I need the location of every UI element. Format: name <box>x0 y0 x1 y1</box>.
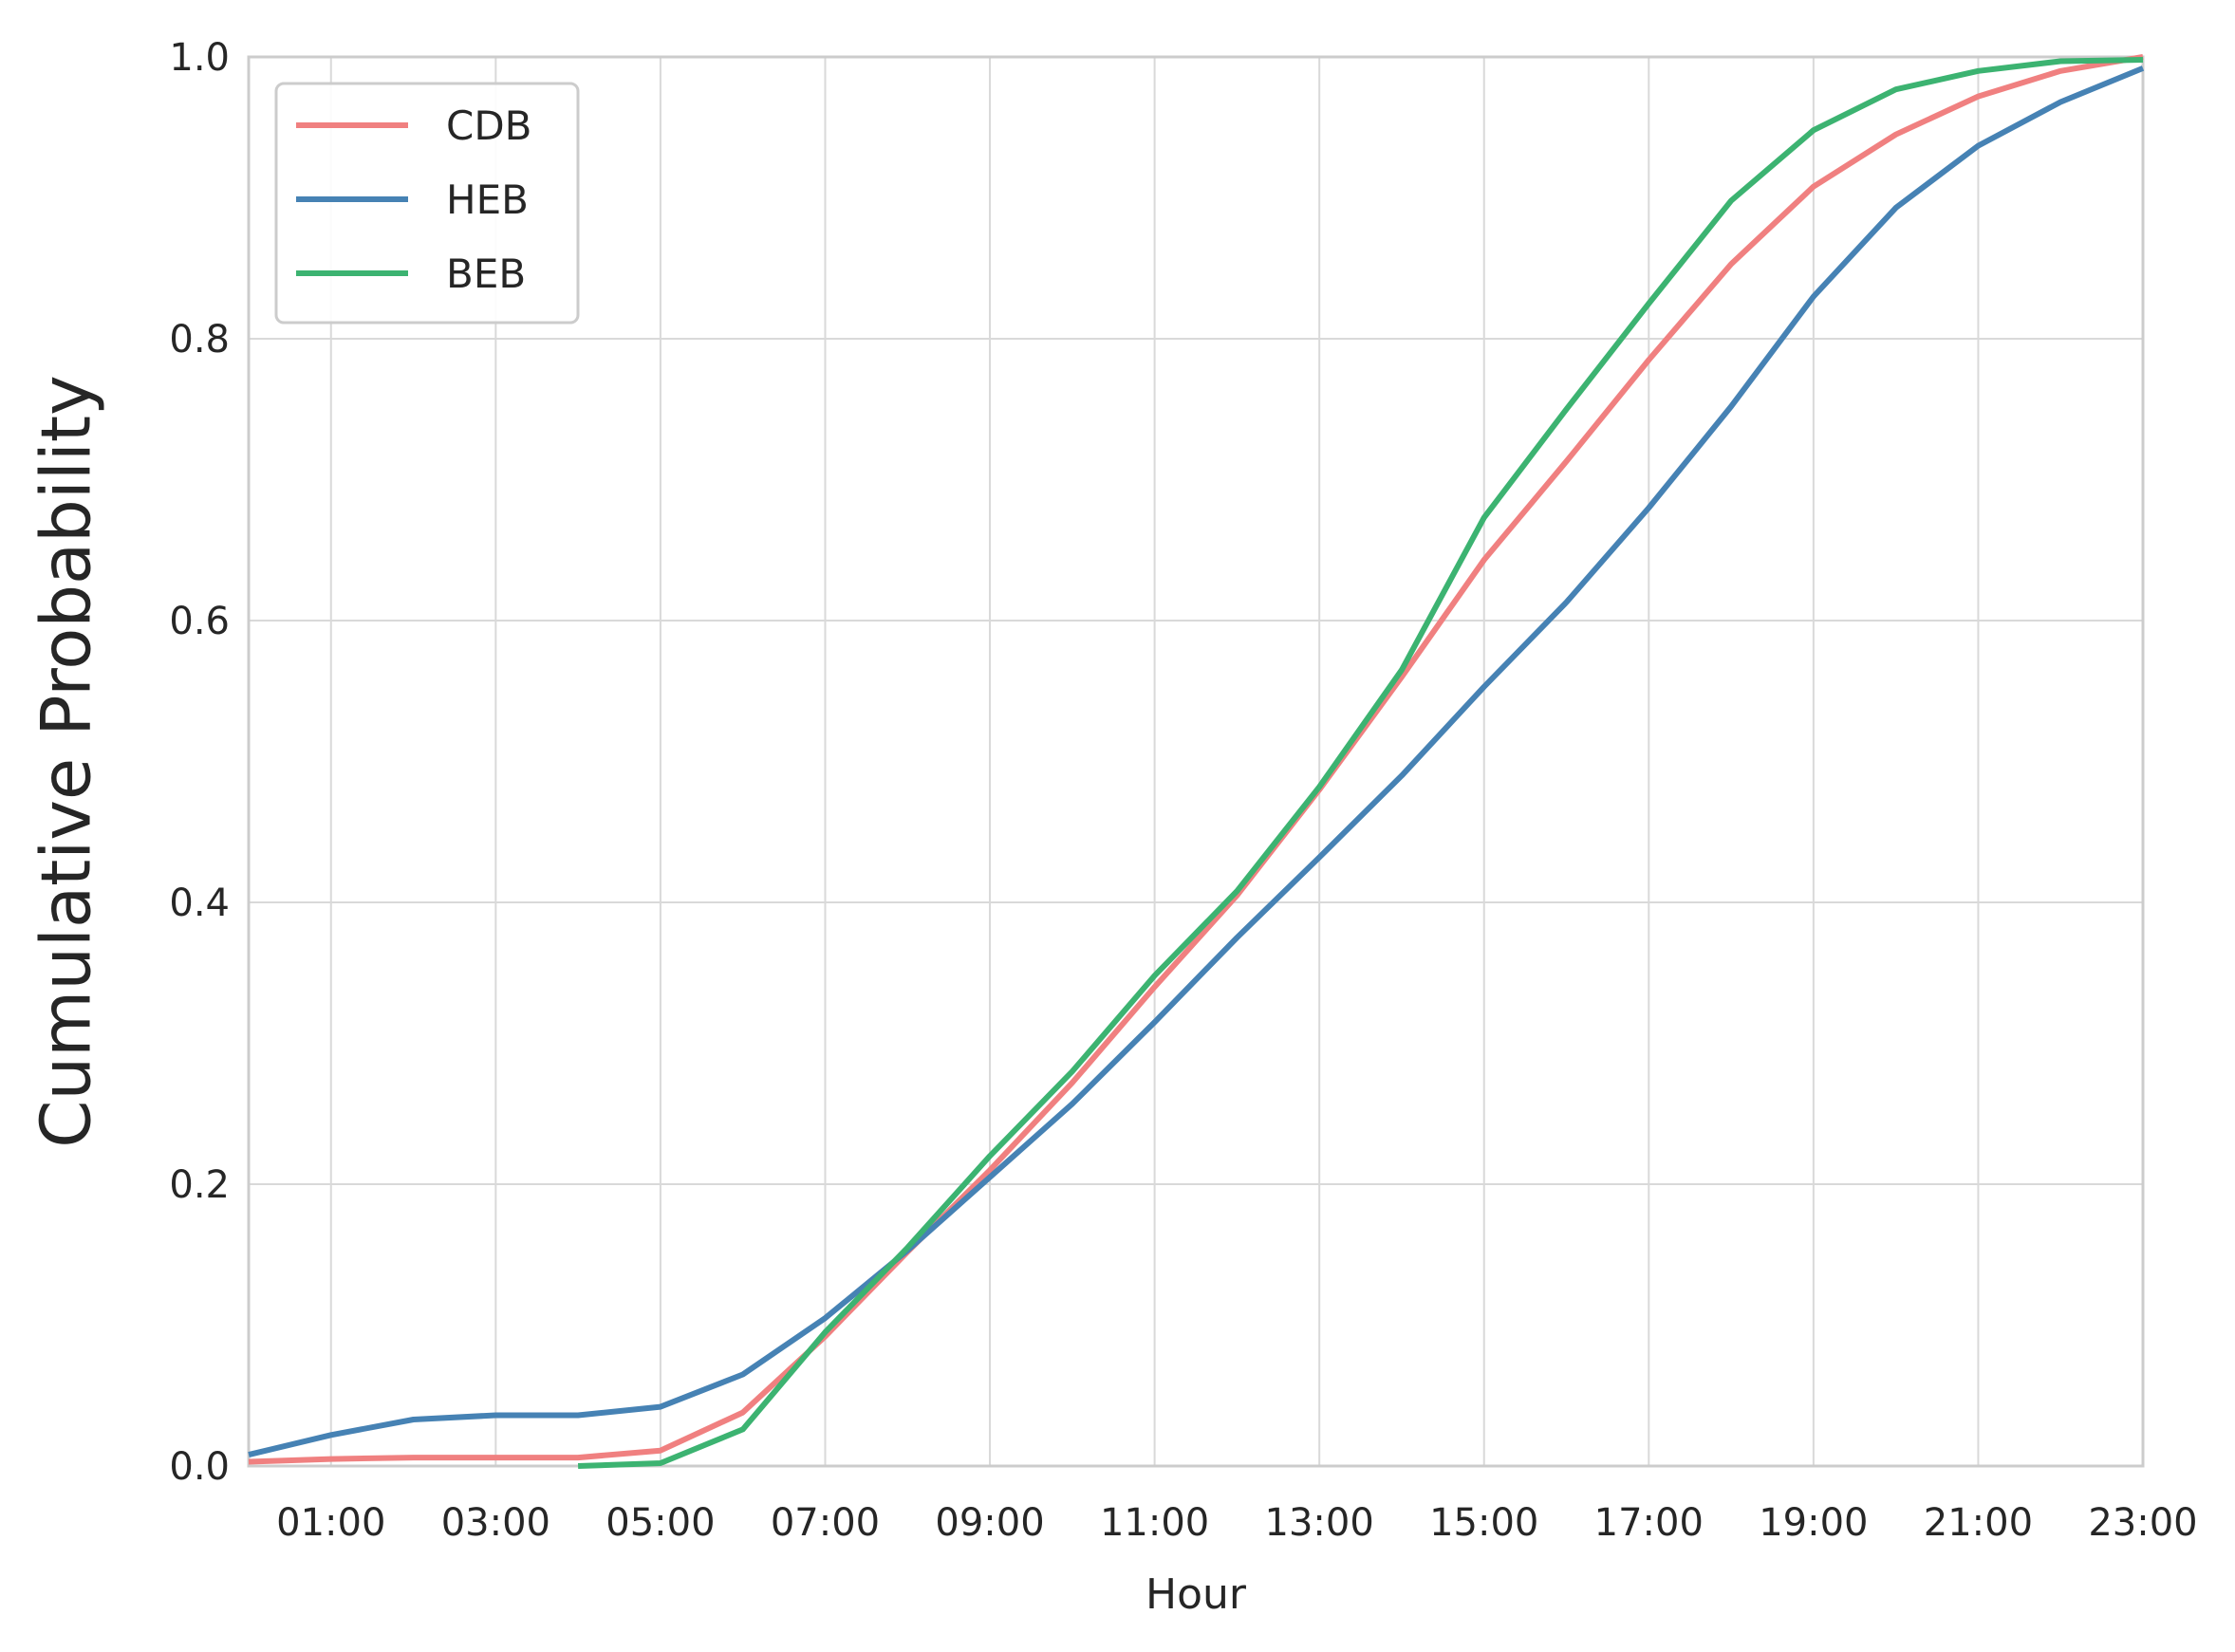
series-lines <box>248 54 2145 1469</box>
y-tick-labels: 0.0 0.2 0.4 0.6 0.8 1.0 <box>169 36 230 1489</box>
x-tick-label: 01:00 <box>276 1501 385 1545</box>
legend-label-beb: BEB <box>446 251 526 297</box>
y-tick-label: 0.6 <box>169 600 230 643</box>
x-tick-label: 19:00 <box>1759 1501 1868 1545</box>
x-tick-label: 15:00 <box>1429 1501 1538 1545</box>
y-tick-label: 0.2 <box>169 1163 230 1207</box>
plot-frame <box>247 55 2145 1468</box>
legend-label-heb: HEB <box>446 176 529 223</box>
series-line-beb <box>577 57 2144 1469</box>
x-tick-label: 09:00 <box>935 1501 1044 1545</box>
x-tick-label: 13:00 <box>1265 1501 1374 1545</box>
x-tick-label: 03:00 <box>441 1501 550 1545</box>
y-tick-label: 0.0 <box>169 1445 230 1489</box>
series-line-heb <box>248 65 2145 1458</box>
series-line-cdb <box>248 54 2144 1465</box>
x-tick-label: 07:00 <box>771 1501 880 1545</box>
legend-label-cdb: CDB <box>446 102 531 149</box>
legend: CDB HEB BEB <box>274 82 580 325</box>
x-tick-label: 11:00 <box>1100 1501 1209 1545</box>
grid-lines <box>249 56 2144 1467</box>
x-tick-label: 23:00 <box>2088 1501 2197 1545</box>
x-tick-labels: 01:00 03:00 05:00 07:00 09:00 11:00 13:00 15:00… <box>276 1501 2197 1545</box>
y-tick-label: 0.4 <box>169 882 230 925</box>
x-tick-label: 21:00 <box>1924 1501 2033 1545</box>
y-tick-label: 1.0 <box>169 36 230 80</box>
y-axis-label: Cumulative Probability <box>27 375 106 1147</box>
x-tick-label: 05:00 <box>605 1501 715 1545</box>
x-tick-label: 17:00 <box>1594 1501 1704 1545</box>
x-axis-label: Hour <box>1145 1570 1247 1619</box>
legend-box <box>274 82 580 325</box>
y-tick-label: 0.8 <box>169 318 230 362</box>
